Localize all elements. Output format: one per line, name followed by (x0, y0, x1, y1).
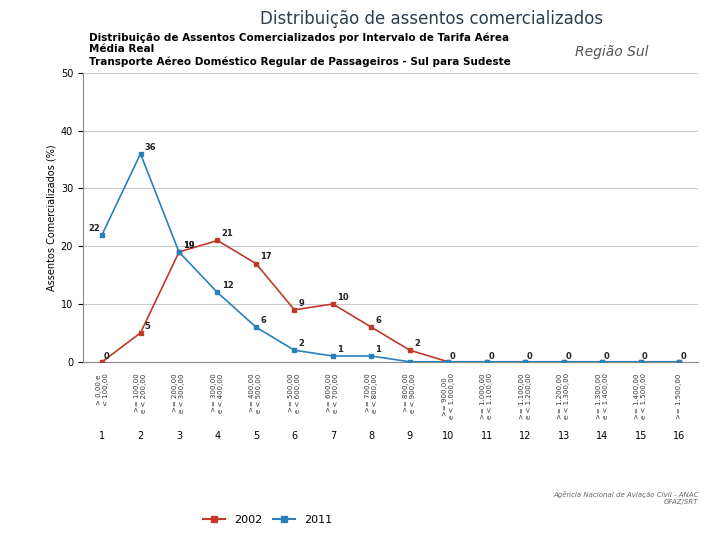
Text: >= 1.500,00: >= 1.500,00 (676, 373, 682, 418)
Text: 0: 0 (526, 352, 532, 361)
Text: >= 100,00
e < 200,00: >= 100,00 e < 200,00 (134, 373, 147, 413)
Text: 12: 12 (222, 281, 233, 291)
Text: Região Sul: Região Sul (575, 45, 649, 59)
Y-axis label: Assentos Comercializados (%): Assentos Comercializados (%) (47, 144, 57, 291)
Text: 5: 5 (145, 322, 150, 330)
Text: >= 900,00
e < 1.000,00: >= 900,00 e < 1.000,00 (442, 373, 455, 420)
Text: 36: 36 (145, 143, 156, 152)
Text: >= 1.200,00
e < 1.300,00: >= 1.200,00 e < 1.300,00 (557, 373, 570, 420)
Text: >= 500,00
e < 600,00: >= 500,00 e < 600,00 (288, 373, 301, 413)
Text: >= 800,00
e < 900,00: >= 800,00 e < 900,00 (403, 373, 416, 413)
Text: 1: 1 (337, 345, 343, 354)
Text: 22: 22 (88, 224, 100, 233)
Text: 0: 0 (680, 352, 686, 361)
Text: >= 200,00
e < 300,00: >= 200,00 e < 300,00 (173, 373, 186, 413)
Text: >= 1.400,00
e < 1.500,00: >= 1.400,00 e < 1.500,00 (634, 373, 647, 420)
Text: >= 300,00
e < 400,00: >= 300,00 e < 400,00 (211, 373, 224, 413)
Text: 0: 0 (642, 352, 648, 361)
Text: 1: 1 (376, 345, 382, 354)
Text: >= 1.000,00
e < 1.100,00: >= 1.000,00 e < 1.100,00 (480, 373, 493, 420)
Text: Agência Nacional de Aviação Civil - ANAC
GFAZ/SRT: Agência Nacional de Aviação Civil - ANAC… (553, 491, 698, 505)
Text: 2: 2 (299, 339, 305, 348)
Text: > 0,00 e
< 100,00: > 0,00 e < 100,00 (96, 373, 109, 406)
Text: 9: 9 (299, 299, 305, 308)
Text: >= 1.300,00
e < 1.400,00: >= 1.300,00 e < 1.400,00 (595, 373, 608, 420)
Text: 0: 0 (488, 352, 494, 361)
Text: 21: 21 (222, 230, 233, 238)
Text: >= 600,00
e < 700,00: >= 600,00 e < 700,00 (326, 373, 339, 413)
Text: >= 400,00
e < 500,00: >= 400,00 e < 500,00 (249, 373, 262, 413)
Text: >= 1.100,00
e < 1.200,00: >= 1.100,00 e < 1.200,00 (519, 373, 532, 420)
Text: >= 700,00
e < 800,00: >= 700,00 e < 800,00 (365, 373, 378, 413)
Text: SUPERINTENDÊNCIA DE REGULAÇÃO ECONÔMICA E ACOMPANHAMENTO DE MERCADO: SUPERINTENDÊNCIA DE REGULAÇÃO ECONÔMICA … (127, 519, 593, 531)
Legend: 2002, 2011: 2002, 2011 (198, 511, 337, 530)
Text: 17: 17 (260, 252, 271, 261)
Text: 6: 6 (260, 316, 266, 325)
Text: Distribuição de assentos comercializados: Distribuição de assentos comercializados (261, 10, 603, 29)
Text: 19: 19 (183, 241, 195, 250)
Text: 0: 0 (565, 352, 571, 361)
Text: 0: 0 (450, 352, 456, 361)
Text: Distribuição de Assentos Comercializados por Intervalo de Tarifa Aérea
Média Rea: Distribuição de Assentos Comercializados… (89, 32, 510, 66)
Text: 0: 0 (603, 352, 609, 361)
Text: 2: 2 (414, 339, 420, 348)
Text: 0: 0 (104, 352, 109, 361)
Text: 6: 6 (376, 316, 382, 325)
Text: 19: 19 (183, 241, 195, 250)
Text: 10: 10 (337, 293, 348, 302)
